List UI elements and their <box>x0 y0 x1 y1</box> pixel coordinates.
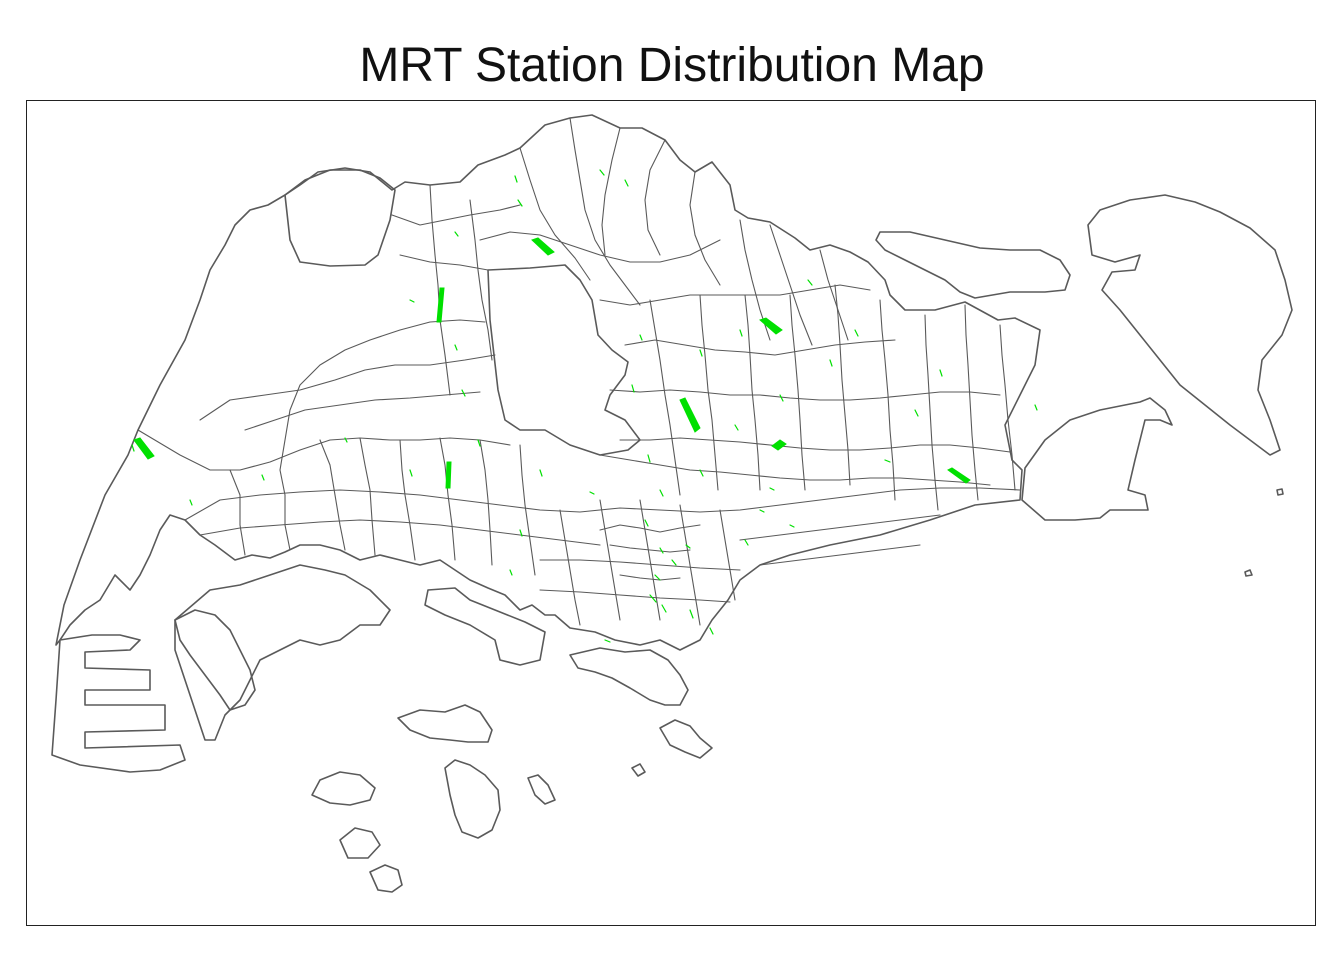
mrt-station-marker[interactable] <box>454 231 459 237</box>
bukom-island-outline <box>397 704 493 743</box>
changi-airport-outline <box>1021 397 1173 521</box>
island-s3-outline <box>631 763 646 777</box>
mrt-station-marker[interactable] <box>661 604 667 613</box>
mrt-station-marker[interactable] <box>829 359 833 367</box>
mrt-station-marker[interactable] <box>445 461 452 489</box>
semakau-island-outline <box>444 759 501 839</box>
mrt-station-marker[interactable] <box>769 487 775 491</box>
mrt-station-marker[interactable] <box>1034 404 1038 411</box>
tuas-port-outline <box>51 634 186 773</box>
mrt-station-marker[interactable] <box>739 329 743 337</box>
mrt-station-marker[interactable] <box>659 547 664 554</box>
mrt-stations <box>131 169 1038 643</box>
island-sw3-outline <box>369 864 403 893</box>
mrt-station-marker[interactable] <box>939 369 943 377</box>
mrt-station-marker[interactable] <box>624 179 629 187</box>
mrt-station-marker[interactable] <box>709 627 714 635</box>
mrt-station-marker[interactable] <box>685 544 691 549</box>
island-s2-outline <box>659 719 713 759</box>
mrt-station-marker[interactable] <box>509 569 513 576</box>
mrt-station-marker[interactable] <box>461 389 466 397</box>
island-s1-outline <box>527 774 556 805</box>
mrt-station-marker[interactable] <box>477 439 481 447</box>
mrt-station-marker[interactable] <box>344 437 348 443</box>
kranji-region-outline <box>284 169 396 267</box>
mrt-station-marker[interactable] <box>744 539 749 546</box>
jurong-island-outline <box>174 609 256 711</box>
pulau-tekong-outline <box>1087 194 1293 456</box>
mrt-station-marker[interactable] <box>599 169 605 176</box>
island-sw1-outline <box>311 771 376 806</box>
main-island-outline <box>55 114 1041 651</box>
pulau-ubin-outline <box>875 231 1071 299</box>
mrt-station-marker[interactable] <box>699 469 704 477</box>
mrt-station-marker[interactable] <box>649 594 657 603</box>
map-title: MRT Station Distribution Map <box>359 39 985 92</box>
west-coast-outline <box>174 564 391 741</box>
mrt-station-marker[interactable] <box>789 524 795 528</box>
mrt-station-marker[interactable] <box>131 444 135 452</box>
mrt-station-marker[interactable] <box>436 287 445 323</box>
mrt-station-marker[interactable] <box>454 344 458 351</box>
mrt-station-marker[interactable] <box>914 409 919 417</box>
mrt-station-marker[interactable] <box>689 609 694 619</box>
mrt-station-marker[interactable] <box>409 469 413 477</box>
mrt-station-marker[interactable] <box>604 639 611 643</box>
mrt-station-marker[interactable] <box>659 489 664 497</box>
mrt-station-marker[interactable] <box>409 299 415 303</box>
island-sw2-outline <box>339 827 381 859</box>
pasir-panjang-piers-outline <box>424 587 546 666</box>
island-e1-outline <box>1244 569 1253 577</box>
mrt-station-marker[interactable] <box>759 509 765 513</box>
mrt-station-marker[interactable] <box>854 329 859 337</box>
mrt-station-marker[interactable] <box>734 424 739 431</box>
mrt-station-marker[interactable] <box>631 384 635 393</box>
central-catchment-outline <box>487 264 641 456</box>
mrt-station-marker[interactable] <box>519 529 523 537</box>
mrt-station-marker[interactable] <box>671 559 677 566</box>
mrt-station-marker[interactable] <box>779 394 784 402</box>
mrt-station-marker[interactable] <box>531 237 555 256</box>
map-frame <box>26 100 1316 926</box>
subzone-boundaries <box>137 117 1021 626</box>
mrt-station-marker[interactable] <box>759 317 783 335</box>
mrt-station-marker[interactable] <box>639 334 643 341</box>
mrt-station-marker[interactable] <box>644 519 649 527</box>
mrt-station-marker[interactable] <box>647 454 651 463</box>
mrt-station-marker[interactable] <box>654 574 661 581</box>
mrt-station-marker[interactable] <box>133 437 155 460</box>
mrt-station-marker[interactable] <box>947 467 971 484</box>
sentosa-outline <box>569 647 689 706</box>
mrt-station-marker[interactable] <box>699 349 703 357</box>
island-e2-outline <box>1276 488 1284 496</box>
mrt-station-marker[interactable] <box>807 279 813 286</box>
mrt-station-marker[interactable] <box>539 469 543 477</box>
mrt-station-marker[interactable] <box>771 439 787 451</box>
mrt-station-marker[interactable] <box>884 459 891 463</box>
mrt-station-marker[interactable] <box>261 474 265 481</box>
mrt-station-marker[interactable] <box>514 175 518 183</box>
mrt-station-marker[interactable] <box>189 499 193 506</box>
mrt-station-marker[interactable] <box>589 491 595 495</box>
mrt-station-marker[interactable] <box>679 397 701 433</box>
mrt-station-marker[interactable] <box>517 199 523 207</box>
